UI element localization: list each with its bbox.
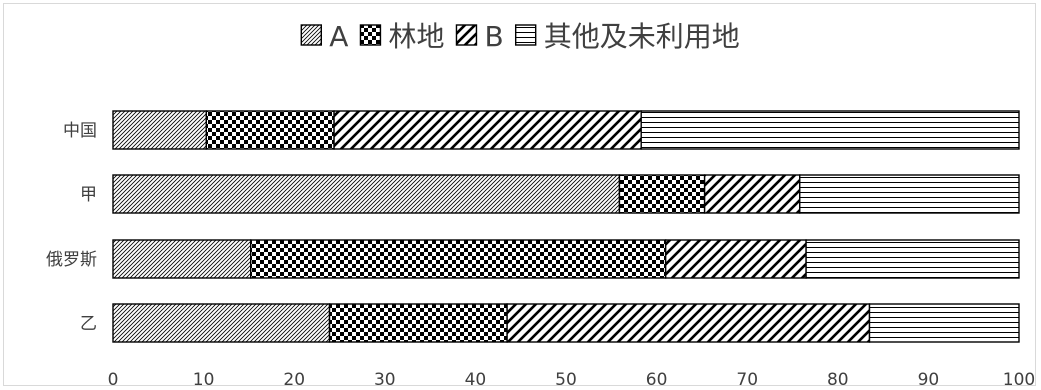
category-label: 乙 [80,314,97,334]
legend-swatch [359,24,382,46]
legend: A 林地 B 其他及未利用地 [300,20,740,53]
x-tick-label: 90 [918,370,940,390]
x-tick-label: 0 [108,370,119,390]
bar-segment-0-1 [205,110,335,150]
bar-segment-1-3 [799,174,1020,214]
x-tick-label: 30 [374,370,396,390]
x-tick-label: 40 [465,370,487,390]
bar-segment-1-0 [112,174,621,214]
x-tick-label: 20 [283,370,305,390]
legend-label: B [484,20,503,53]
bar-segment-1-2 [703,174,801,214]
bar-segment-3-0 [112,303,331,343]
bar-segment-2-0 [112,239,252,279]
legend-label: 其他及未利用地 [544,20,740,53]
bar-segment-3-1 [328,303,508,343]
category-label: 俄罗斯 [46,250,97,270]
legend-label: 林地 [388,20,444,53]
legend-swatch [455,24,478,46]
bar-segment-3-2 [506,303,871,343]
bars [112,110,1020,343]
category-label: 中国 [63,121,97,141]
x-tick-label: 80 [827,370,849,390]
legend-swatch [514,24,537,46]
x-tick-label: 60 [646,370,668,390]
bar-segment-0-3 [640,110,1020,150]
bar-segment-2-2 [664,239,807,279]
bar-segment-2-3 [805,239,1020,279]
x-tick-label: 10 [193,370,215,390]
x-tick-label: 70 [736,370,758,390]
category-label: 甲 [80,185,97,205]
bar-segment-0-0 [112,110,208,150]
x-tick-label: 50 [555,370,577,390]
bar-segment-3-3 [868,303,1020,343]
bar-segment-2-1 [250,239,667,279]
bar-segment-1-1 [618,174,706,214]
legend-label: A [329,20,348,53]
x-tick-label: 100 [1003,370,1035,390]
bar-segment-0-2 [333,110,642,150]
legend-swatch [300,24,322,46]
x-axis: 0 10 20 30 40 50 60 70 80 90 100 [108,370,1036,390]
